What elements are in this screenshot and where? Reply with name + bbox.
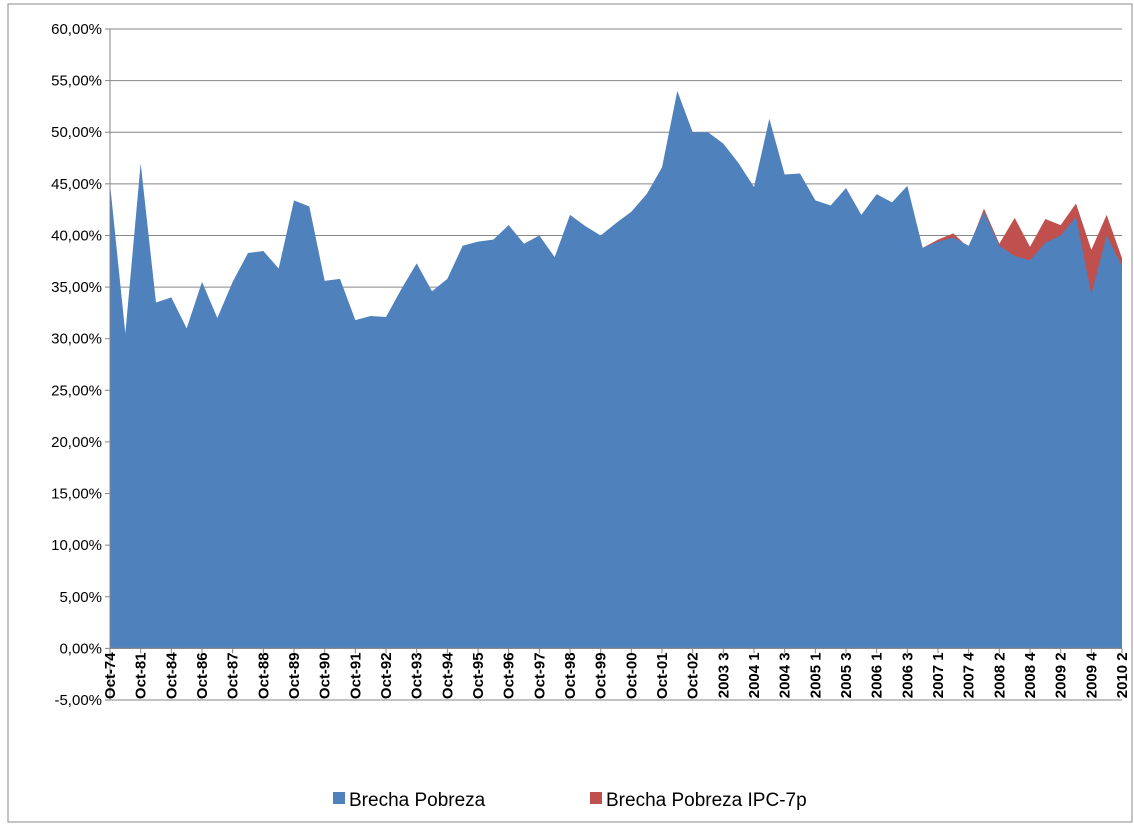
legend-swatch [333,792,345,804]
y-tick-label: 30,00% [51,331,102,348]
area [110,90,1122,649]
x-tick-label: 2006 3 [899,652,916,698]
x-tick-label: 2008 4 [1022,652,1039,699]
y-tick-label: -5,00% [54,692,102,709]
x-tick-label: 2004 3 [777,652,794,698]
y-tick-label: 60,00% [51,21,102,38]
x-tick-label: Oct-95 [470,652,487,699]
x-tick-label: Oct-97 [531,652,548,699]
x-tick-label: Oct-90 [317,652,334,699]
x-tick-label: 2009 2 [1053,652,1070,698]
y-tick-label: 5,00% [59,589,102,606]
y-tick-label: 25,00% [51,382,102,399]
y-tick-label: 10,00% [51,537,102,554]
x-tick-label: Oct-98 [562,652,579,699]
y-tick-label: 40,00% [51,227,102,244]
x-tick-label: Oct-84 [163,652,180,699]
legend-label: Brecha Pobreza IPC-7p [606,790,807,811]
x-tick-label: Oct-89 [286,652,303,699]
x-tick-label: Oct-81 [133,652,150,699]
x-tick-label: 2005 1 [807,652,824,698]
x-tick-label: Oct-94 [439,652,456,699]
x-tick-label: 2007 1 [930,652,947,698]
x-tick-label: Oct-93 [409,652,426,699]
y-tick-label: 0,00% [59,640,102,657]
x-tick-label: Oct-86 [194,652,211,699]
x-tick-label: Oct-91 [347,652,364,699]
x-tick-label: Oct-74 [102,652,119,699]
y-tick-label: 50,00% [51,124,102,141]
x-tick-label: Oct-88 [255,652,272,699]
y-tick-label: 55,00% [51,73,102,90]
legend-swatch [590,792,602,804]
y-tick-label: 45,00% [51,176,102,193]
x-tick-label: 2007 4 [961,652,978,699]
x-tick-label: 2009 4 [1083,652,1100,699]
y-tick-label: 20,00% [51,434,102,451]
x-tick-label: 2003 3 [715,652,732,698]
x-tick-label: Oct-00 [623,652,640,699]
x-tick-label: 2010 2 [1114,652,1131,698]
x-tick-label: Oct-87 [225,652,242,699]
x-tick-label: Oct-01 [654,652,671,699]
x-tick-label: 2006 1 [869,652,886,698]
y-tick-label: 15,00% [51,486,102,503]
x-tick-label: 2005 3 [838,652,855,698]
x-tick-label: Oct-99 [593,652,610,699]
y-tick-label: 35,00% [51,279,102,296]
legend-label: Brecha Pobreza [349,790,486,811]
x-tick-label: 2008 2 [991,652,1008,698]
x-tick-label: Oct-02 [685,652,702,699]
x-tick-label: Oct-92 [378,652,395,699]
x-tick-label: 2004 1 [746,652,763,698]
x-tick-label: Oct-96 [501,652,518,699]
